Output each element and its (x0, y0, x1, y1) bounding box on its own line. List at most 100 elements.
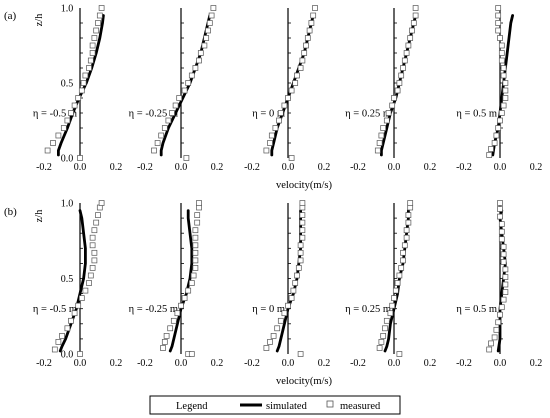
measured-point (82, 72, 89, 79)
x-tick-label: 0.0 (494, 162, 507, 173)
measured-point (75, 95, 82, 101)
measured-point (394, 280, 401, 286)
measured-point (196, 200, 202, 206)
measured-point (488, 340, 494, 347)
measured-point (376, 345, 383, 351)
measured-point (301, 50, 308, 56)
y-axis-label-a: z/h (34, 13, 45, 27)
measured-point (488, 146, 494, 152)
panel-b-4: -0.2 0.0 0.2 η = 0.25 m (345, 200, 436, 369)
measured-point (398, 265, 405, 271)
measured-point (299, 234, 306, 241)
measured-point (299, 219, 306, 226)
measured-point (396, 80, 403, 86)
measured-point (396, 351, 403, 357)
measured-point (412, 12, 419, 19)
measured-point (497, 35, 503, 41)
x-tick-label: 0.0 (494, 358, 507, 369)
x-tick-label: -0.2 (456, 162, 472, 173)
measured-point (194, 219, 201, 226)
measured-point (498, 42, 505, 49)
simulated-profile-line (168, 209, 194, 353)
measured-point (498, 50, 505, 56)
measured-point (500, 259, 507, 265)
measured-point (281, 102, 288, 109)
x-tick-label: 0.2 (110, 162, 123, 173)
legend-box: Legend simulated measured (149, 395, 401, 415)
panel-b-3: -0.2 0.0 0.2 η = 0 m (244, 200, 330, 369)
measured-point (75, 302, 82, 309)
measured-point (172, 102, 179, 109)
measured-point (176, 95, 183, 101)
measured-point (190, 272, 197, 279)
measured-point (304, 35, 311, 41)
eta-position-label: η = -0.5 m (33, 304, 77, 315)
panel-b-1: -0.2 0.0 0.2 0.0 0.5 1.0 η = -0.5 m (33, 199, 122, 370)
measured-point (268, 132, 275, 139)
measured-point (299, 227, 306, 234)
measured-point (167, 325, 174, 332)
measured-point (502, 87, 509, 94)
panel-a-2: -0.2 0.0 0.2 η = -0.25 m (129, 5, 223, 173)
measured-point (405, 212, 412, 218)
panel-tag-a: (a) (4, 10, 17, 22)
measured-point (203, 35, 210, 41)
y-tick-label: 1.0 (61, 4, 74, 15)
measured-point (498, 228, 505, 235)
measured-point (197, 50, 204, 56)
measured-point (288, 155, 295, 161)
eta-position-label: η = 0.25 m (345, 304, 391, 315)
measured-point (500, 72, 507, 79)
measured-point (299, 212, 306, 218)
measured-point (87, 272, 94, 279)
measured-point (502, 266, 509, 273)
panel-tag-b: (b) (4, 206, 17, 218)
measured-point (77, 155, 83, 161)
x-tick-label: 0.2 (318, 162, 331, 173)
measured-point (376, 140, 383, 146)
measured-point (51, 346, 58, 353)
x-tick-label: -0.2 (137, 162, 153, 173)
eta-position-label: η = -0.5 m (33, 109, 77, 120)
measured-point (192, 249, 199, 256)
x-tick-label: 0.0 (282, 358, 295, 369)
measured-point (205, 27, 211, 34)
measured-point (400, 249, 406, 256)
eta-position-label: η = 0.25 m (345, 109, 391, 120)
x-tick-label: 0.2 (110, 358, 123, 369)
measured-point (374, 147, 381, 154)
measured-point (310, 12, 317, 19)
legend-measured-swatch (326, 400, 334, 408)
measured-point (288, 295, 295, 301)
x-tick-label: 0.0 (175, 358, 188, 369)
measured-point (378, 339, 385, 345)
measured-point (196, 57, 202, 64)
measured-point (502, 289, 509, 295)
measured-point (401, 242, 408, 249)
measured-point (160, 345, 166, 351)
eta-position-label: η = 0 m (252, 109, 285, 120)
x-tick-label: -0.2 (137, 358, 153, 369)
measured-point (188, 72, 195, 79)
measured-point (192, 65, 199, 71)
measured-point (174, 310, 181, 317)
eta-position-label: η = -0.25 m (129, 304, 178, 315)
measured-point (294, 272, 300, 279)
measured-point (267, 140, 273, 146)
measured-point (59, 333, 65, 339)
panel-b-2: -0.2 0.0 0.2 η = -0.25 m (129, 200, 223, 369)
measured-point (495, 20, 502, 26)
measured-point (405, 219, 412, 226)
measured-point (306, 27, 313, 34)
measured-point (391, 295, 397, 301)
measured-point (308, 20, 315, 26)
y-tick-label: 0.5 (61, 79, 74, 90)
measured-point (407, 200, 414, 206)
measured-point (98, 5, 105, 11)
measured-point (297, 242, 304, 249)
measured-point (206, 20, 213, 26)
legend-border (149, 395, 401, 415)
measured-point (192, 265, 199, 271)
measured-point (498, 236, 505, 243)
measured-point (396, 272, 403, 279)
